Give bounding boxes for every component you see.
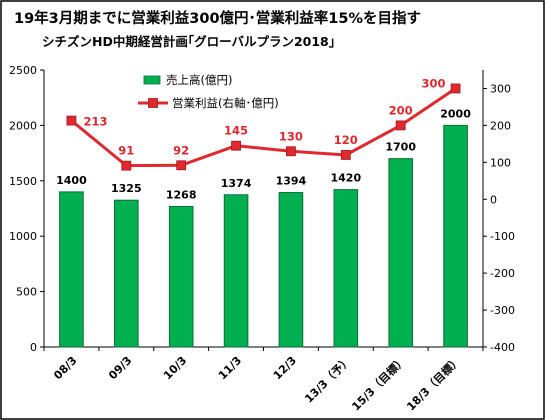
- line-point-marker: [395, 120, 406, 131]
- legend-bar-swatch: [143, 75, 161, 85]
- bar-series: [59, 124, 468, 348]
- bar: [223, 194, 249, 348]
- data-labels: 1400 1325 1268 1374 1394 1420 1700 2000 213 91 92 1…: [56, 76, 471, 201]
- line-value-label: 145: [224, 124, 248, 138]
- line-value-label: 91: [118, 144, 134, 158]
- bar-value-label: 1325: [111, 182, 142, 195]
- bar-value-label: 1394: [276, 175, 307, 188]
- y-right-tick-label: 0: [490, 193, 497, 206]
- y-right-tick-label: -400: [490, 341, 515, 354]
- profit-line: [70, 87, 457, 168]
- line-point-marker: [121, 160, 132, 171]
- y-left-tick-label: 500: [16, 286, 37, 299]
- bar-value-label: 1268: [166, 189, 197, 202]
- y-right-tick-label: 200: [490, 119, 511, 132]
- bar: [168, 206, 194, 348]
- line-series: [66, 83, 461, 171]
- bar-value-label: 1374: [221, 177, 252, 190]
- y-right-tick-label: -200: [490, 267, 515, 280]
- chart-subtitle: シチズンHD中期経営計画｢グローバルプラン2018｣: [42, 34, 335, 49]
- bar: [278, 192, 304, 348]
- line-value-label: 200: [389, 103, 413, 117]
- bar-value-label: 2000: [440, 107, 471, 120]
- line-value-label: 130: [279, 129, 303, 143]
- line-value-label: 213: [83, 115, 107, 129]
- bar: [59, 191, 84, 348]
- line-point-marker: [231, 140, 241, 151]
- line-point-marker: [340, 150, 351, 160]
- line-value-label: 300: [422, 76, 446, 90]
- line-value-label: 92: [173, 143, 189, 157]
- y-right-tick-label: 100: [490, 156, 511, 169]
- line-point-marker: [176, 160, 187, 171]
- y-left-tick-label: 1500: [9, 175, 37, 188]
- chart-title: 19年3月期までに営業利益300億円･営業利益率15%を目指す: [14, 9, 421, 27]
- line-point-marker: [286, 146, 296, 157]
- legend-line-marker: [148, 98, 158, 108]
- y-right-tick-label: -100: [490, 230, 515, 243]
- bar: [388, 158, 413, 348]
- bar: [333, 189, 359, 348]
- y-left-tick-label: 1000: [9, 230, 37, 243]
- bar: [114, 199, 139, 348]
- bar-value-label: 1400: [56, 174, 87, 187]
- line-point-marker: [450, 83, 461, 94]
- bar-value-label: 1420: [331, 172, 362, 185]
- y-right-tick-label: 300: [490, 82, 511, 95]
- legend: 売上高(億円) 営業利益(右軸･億円): [138, 73, 279, 110]
- legend-label-sales: 売上高(億円): [166, 73, 232, 87]
- line-value-label: 120: [334, 133, 358, 147]
- y-right-tick-label: -300: [490, 304, 515, 317]
- y-left-tick-label: 2000: [9, 119, 37, 132]
- y-left-tick-label: 2500: [9, 64, 37, 77]
- bar: [443, 124, 468, 348]
- bar-value-label: 1700: [385, 141, 416, 154]
- y-left-tick-label: 0: [30, 341, 37, 354]
- legend-label-profit: 営業利益(右軸･億円): [172, 96, 279, 110]
- line-point-marker: [66, 115, 77, 126]
